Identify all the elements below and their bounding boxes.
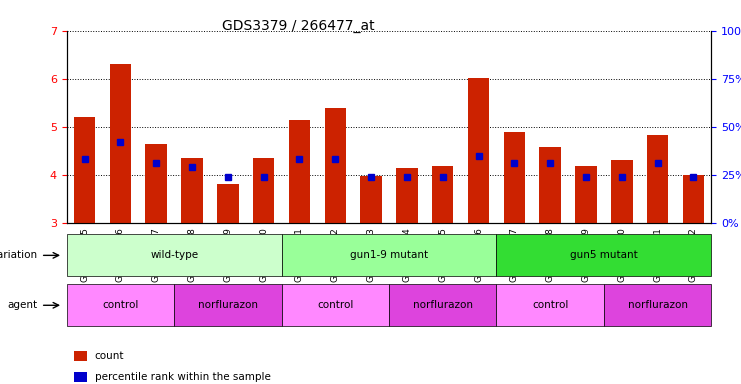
Bar [360, 176, 382, 223]
Text: control: control [102, 300, 139, 310]
Text: gun5 mutant: gun5 mutant [570, 250, 638, 260]
Bar [468, 78, 489, 223]
FancyBboxPatch shape [496, 234, 711, 276]
Bar [647, 136, 668, 223]
FancyBboxPatch shape [604, 284, 711, 326]
Text: norflurazon: norflurazon [198, 300, 258, 310]
Bar [217, 184, 239, 223]
Bar [539, 147, 561, 223]
Bar [145, 144, 167, 223]
Bar [110, 65, 131, 223]
Text: GDS3379 / 266477_at: GDS3379 / 266477_at [222, 19, 375, 33]
Bar [575, 166, 597, 223]
FancyBboxPatch shape [174, 284, 282, 326]
Bar [432, 166, 453, 223]
Text: control: control [317, 300, 353, 310]
Bar [682, 175, 704, 223]
FancyBboxPatch shape [67, 284, 174, 326]
Bar [325, 108, 346, 223]
Bar [504, 131, 525, 223]
FancyBboxPatch shape [67, 234, 282, 276]
Text: percentile rank within the sample: percentile rank within the sample [95, 372, 270, 382]
Bar [74, 372, 87, 382]
Text: wild-type: wild-type [150, 250, 198, 260]
Bar [396, 167, 418, 223]
Bar [74, 351, 87, 361]
FancyBboxPatch shape [496, 284, 604, 326]
Bar [182, 158, 203, 223]
Text: genotype/variation: genotype/variation [0, 250, 37, 260]
Bar [611, 161, 633, 223]
Text: agent: agent [7, 300, 37, 310]
Text: gun1-9 mutant: gun1-9 mutant [350, 250, 428, 260]
FancyBboxPatch shape [389, 284, 496, 326]
Bar [74, 117, 96, 223]
Text: count: count [95, 351, 124, 361]
Text: control: control [532, 300, 568, 310]
Bar [253, 158, 274, 223]
FancyBboxPatch shape [282, 234, 496, 276]
Text: norflurazon: norflurazon [413, 300, 473, 310]
Bar [289, 119, 310, 223]
FancyBboxPatch shape [282, 284, 389, 326]
Text: norflurazon: norflurazon [628, 300, 688, 310]
